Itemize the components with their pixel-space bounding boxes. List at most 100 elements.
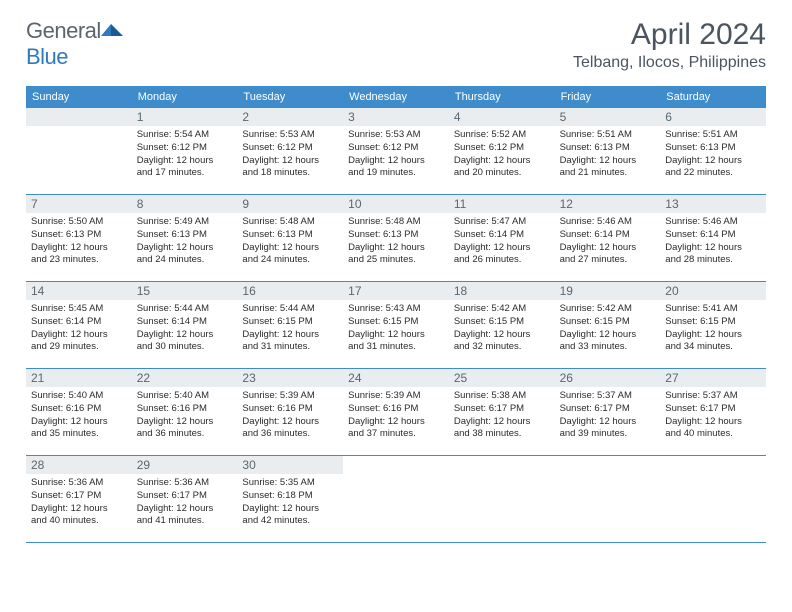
day-number: 27 <box>660 369 766 387</box>
day-cell: 22 Sunrise: 5:40 AMSunset: 6:16 PMDayligh… <box>132 369 238 455</box>
day-cell: 24 Sunrise: 5:39 AMSunset: 6:16 PMDayligh… <box>343 369 449 455</box>
day-cell: 8 Sunrise: 5:49 AMSunset: 6:13 PMDaylight… <box>132 195 238 281</box>
brand-logo: GeneralBlue <box>26 18 123 70</box>
day-cell: 25 Sunrise: 5:38 AMSunset: 6:17 PMDayligh… <box>449 369 555 455</box>
day-number: 19 <box>555 282 661 300</box>
day-number: 30 <box>237 456 343 474</box>
day-info: Sunrise: 5:43 AMSunset: 6:15 PMDaylight:… <box>348 303 444 354</box>
day-info: Sunrise: 5:52 AMSunset: 6:12 PMDaylight:… <box>454 129 550 180</box>
day-info: Sunrise: 5:48 AMSunset: 6:13 PMDaylight:… <box>242 216 338 267</box>
day-info: Sunrise: 5:44 AMSunset: 6:15 PMDaylight:… <box>242 303 338 354</box>
day-number: 5 <box>555 108 661 126</box>
day-info: Sunrise: 5:38 AMSunset: 6:17 PMDaylight:… <box>454 390 550 441</box>
day-number: 3 <box>343 108 449 126</box>
day-number: 25 <box>449 369 555 387</box>
weekday-label: Friday <box>555 86 661 108</box>
day-info: Sunrise: 5:40 AMSunset: 6:16 PMDaylight:… <box>31 390 127 441</box>
day-number: 14 <box>26 282 132 300</box>
day-cell: 14 Sunrise: 5:45 AMSunset: 6:14 PMDayligh… <box>26 282 132 368</box>
day-info: Sunrise: 5:50 AMSunset: 6:13 PMDaylight:… <box>31 216 127 267</box>
day-cell <box>555 456 661 542</box>
week-row: 21 Sunrise: 5:40 AMSunset: 6:16 PMDayligh… <box>26 369 766 456</box>
day-cell <box>343 456 449 542</box>
weekday-label: Thursday <box>449 86 555 108</box>
day-cell: 4 Sunrise: 5:52 AMSunset: 6:12 PMDaylight… <box>449 108 555 194</box>
day-number <box>555 456 661 474</box>
day-cell: 26Sunrise: 5:37 AMSunset: 6:17 PMDayligh… <box>555 369 661 455</box>
day-number <box>26 108 132 126</box>
day-cell: 15Sunrise: 5:44 AMSunset: 6:14 PMDayligh… <box>132 282 238 368</box>
day-cell: 10 Sunrise: 5:48 AMSunset: 6:13 PMDayligh… <box>343 195 449 281</box>
calendar: SundayMondayTuesdayWednesdayThursdayFrid… <box>26 86 766 543</box>
day-cell <box>26 108 132 194</box>
day-number <box>660 456 766 474</box>
weekday-label: Saturday <box>660 86 766 108</box>
day-number <box>449 456 555 474</box>
day-cell: 21 Sunrise: 5:40 AMSunset: 6:16 PMDayligh… <box>26 369 132 455</box>
day-info: Sunrise: 5:35 AMSunset: 6:18 PMDaylight:… <box>242 477 338 528</box>
day-cell: 9Sunrise: 5:48 AMSunset: 6:13 PMDaylight… <box>237 195 343 281</box>
day-number: 22 <box>132 369 238 387</box>
day-info: Sunrise: 5:54 AMSunset: 6:12 PMDaylight:… <box>137 129 233 180</box>
day-number: 8 <box>132 195 238 213</box>
location-label: Telbang, Ilocos, Philippines <box>573 54 766 72</box>
day-cell: 18Sunrise: 5:42 AMSunset: 6:15 PMDayligh… <box>449 282 555 368</box>
day-number: 16 <box>237 282 343 300</box>
day-cell: 16 Sunrise: 5:44 AMSunset: 6:15 PMDayligh… <box>237 282 343 368</box>
month-title: April 2024 <box>573 18 766 52</box>
day-info: Sunrise: 5:53 AMSunset: 6:12 PMDaylight:… <box>348 129 444 180</box>
day-info: Sunrise: 5:36 AMSunset: 6:17 PMDaylight:… <box>31 477 127 528</box>
weekday-label: Tuesday <box>237 86 343 108</box>
day-info: Sunrise: 5:46 AMSunset: 6:14 PMDaylight:… <box>665 216 761 267</box>
day-number: 13 <box>660 195 766 213</box>
day-cell: 5 Sunrise: 5:51 AMSunset: 6:13 PMDaylight… <box>555 108 661 194</box>
day-cell: 2 Sunrise: 5:53 AMSunset: 6:12 PMDaylight… <box>237 108 343 194</box>
day-info: Sunrise: 5:51 AMSunset: 6:13 PMDaylight:… <box>665 129 761 180</box>
day-info: Sunrise: 5:37 AMSunset: 6:17 PMDaylight:… <box>665 390 761 441</box>
day-number: 2 <box>237 108 343 126</box>
day-cell: 19Sunrise: 5:42 AMSunset: 6:15 PMDayligh… <box>555 282 661 368</box>
day-number: 12 <box>555 195 661 213</box>
day-number: 21 <box>26 369 132 387</box>
day-cell: 13 Sunrise: 5:46 AMSunset: 6:14 PMDayligh… <box>660 195 766 281</box>
brand-text-part1: General <box>26 18 101 43</box>
day-number <box>343 456 449 474</box>
day-number: 10 <box>343 195 449 213</box>
day-number: 24 <box>343 369 449 387</box>
weeks-container: 1 Sunrise: 5:54 AMSunset: 6:12 PMDaylight… <box>26 108 766 543</box>
day-info: Sunrise: 5:45 AMSunset: 6:14 PMDaylight:… <box>31 303 127 354</box>
weekday-label: Monday <box>132 86 238 108</box>
day-number: 7 <box>26 195 132 213</box>
day-info: Sunrise: 5:53 AMSunset: 6:12 PMDaylight:… <box>242 129 338 180</box>
week-row: 28 Sunrise: 5:36 AMSunset: 6:17 PMDayligh… <box>26 456 766 543</box>
day-cell: 20Sunrise: 5:41 AMSunset: 6:15 PMDayligh… <box>660 282 766 368</box>
day-info: Sunrise: 5:44 AMSunset: 6:14 PMDaylight:… <box>137 303 233 354</box>
week-row: 1 Sunrise: 5:54 AMSunset: 6:12 PMDaylight… <box>26 108 766 195</box>
day-info: Sunrise: 5:47 AMSunset: 6:14 PMDaylight:… <box>454 216 550 267</box>
day-cell: 23Sunrise: 5:39 AMSunset: 6:16 PMDayligh… <box>237 369 343 455</box>
day-cell: 29Sunrise: 5:36 AMSunset: 6:17 PMDayligh… <box>132 456 238 542</box>
day-cell <box>660 456 766 542</box>
week-row: 14 Sunrise: 5:45 AMSunset: 6:14 PMDayligh… <box>26 282 766 369</box>
week-row: 7 Sunrise: 5:50 AMSunset: 6:13 PMDaylight… <box>26 195 766 282</box>
day-number: 17 <box>343 282 449 300</box>
day-info: Sunrise: 5:37 AMSunset: 6:17 PMDaylight:… <box>560 390 656 441</box>
day-info: Sunrise: 5:48 AMSunset: 6:13 PMDaylight:… <box>348 216 444 267</box>
day-info: Sunrise: 5:40 AMSunset: 6:16 PMDaylight:… <box>137 390 233 441</box>
day-cell: 27 Sunrise: 5:37 AMSunset: 6:17 PMDayligh… <box>660 369 766 455</box>
weekday-label: Wednesday <box>343 86 449 108</box>
day-info: Sunrise: 5:49 AMSunset: 6:13 PMDaylight:… <box>137 216 233 267</box>
title-block: April 2024 Telbang, Ilocos, Philippines <box>573 18 766 72</box>
day-number: 23 <box>237 369 343 387</box>
day-number: 1 <box>132 108 238 126</box>
day-number: 28 <box>26 456 132 474</box>
day-info: Sunrise: 5:39 AMSunset: 6:16 PMDaylight:… <box>348 390 444 441</box>
day-info: Sunrise: 5:51 AMSunset: 6:13 PMDaylight:… <box>560 129 656 180</box>
day-cell: 7 Sunrise: 5:50 AMSunset: 6:13 PMDaylight… <box>26 195 132 281</box>
day-number: 4 <box>449 108 555 126</box>
header: GeneralBlue April 2024 Telbang, Ilocos, … <box>0 0 792 80</box>
day-cell: 3 Sunrise: 5:53 AMSunset: 6:12 PMDaylight… <box>343 108 449 194</box>
day-number: 18 <box>449 282 555 300</box>
day-number: 11 <box>449 195 555 213</box>
brand-mark-icon <box>101 18 123 36</box>
